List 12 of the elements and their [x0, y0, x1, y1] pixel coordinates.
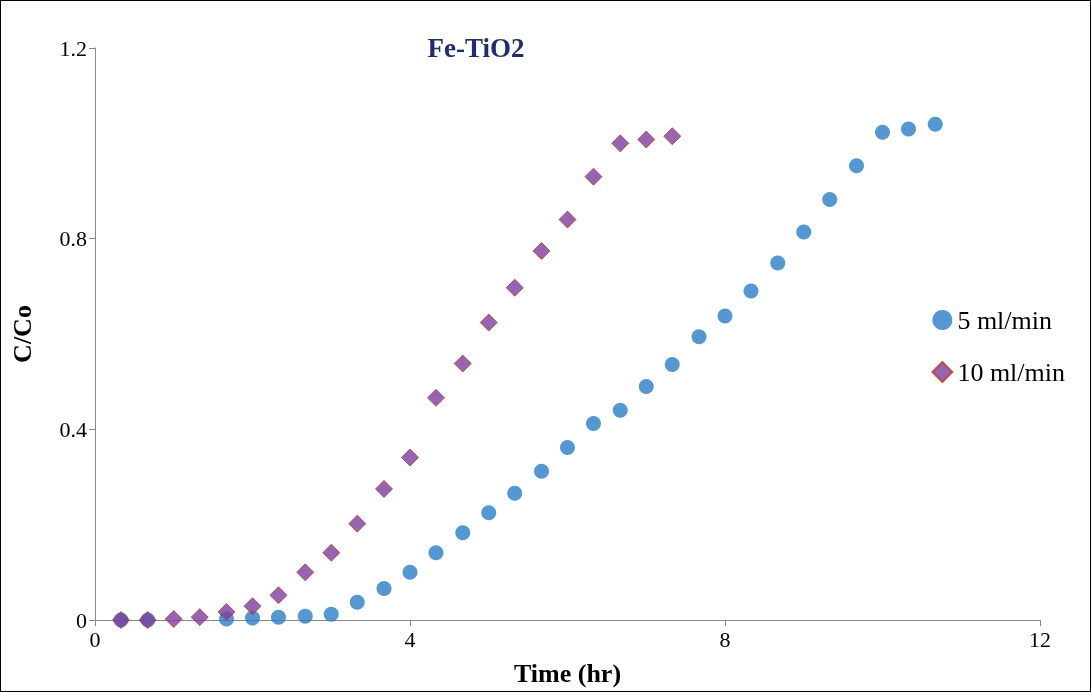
- y-tick-label: 0: [76, 607, 87, 633]
- legend-label: 10 ml/min: [957, 357, 1066, 387]
- y-tick-label: 0.8: [59, 226, 87, 252]
- x-tick-label: 8: [719, 626, 731, 652]
- chart-title: Fe-TiO2: [427, 32, 525, 63]
- x-tick-label: 4: [404, 626, 416, 652]
- y-axis-title: C/Co: [7, 305, 37, 363]
- y-tick-label: 0.4: [59, 416, 87, 442]
- y-tick-label: 1.2: [59, 35, 87, 61]
- x-axis-title: Time (hr): [513, 658, 622, 688]
- x-tick-label: 12: [1029, 626, 1051, 652]
- legend-label: 5 ml/min: [957, 305, 1053, 335]
